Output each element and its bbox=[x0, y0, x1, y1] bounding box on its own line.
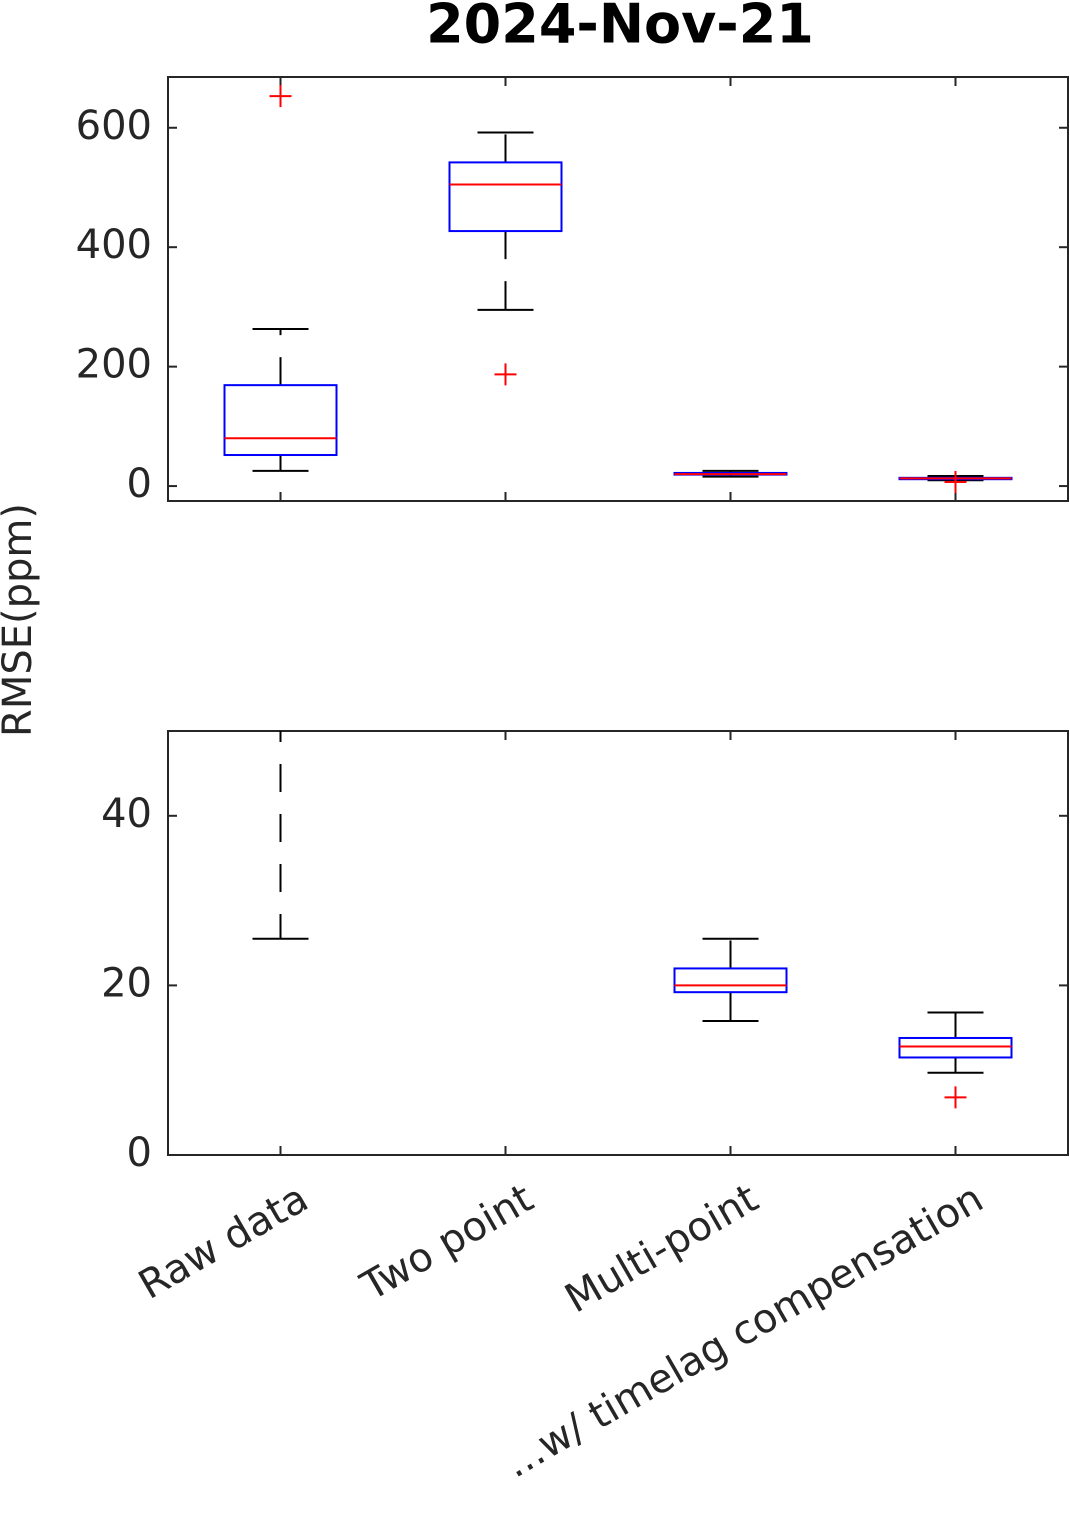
box bbox=[673, 967, 788, 994]
outlier bbox=[944, 471, 967, 494]
plot-area bbox=[167, 76, 1069, 502]
chart-title: 2024-Nov-21 bbox=[426, 0, 814, 56]
x-tick-label: Raw data bbox=[131, 1175, 316, 1308]
y-tick-label: 0 bbox=[127, 1130, 152, 1176]
y-tick-label: 0 bbox=[127, 461, 152, 507]
plot-area bbox=[167, 730, 1069, 1156]
y-tick-label: 600 bbox=[76, 103, 152, 149]
y-tick-label: 40 bbox=[101, 791, 152, 837]
x-tick-label: Multi-point bbox=[557, 1175, 766, 1322]
box bbox=[898, 1036, 1013, 1059]
x-tick-label: Two point bbox=[353, 1175, 541, 1310]
y-tick-label: 200 bbox=[76, 342, 152, 388]
axes: 0 200 400 600 bbox=[76, 76, 1069, 507]
y-tick-label: 400 bbox=[76, 222, 152, 268]
outlier bbox=[269, 85, 292, 108]
boxes bbox=[252, 731, 1013, 1109]
boxes bbox=[223, 85, 1013, 494]
y-tick-label: 20 bbox=[101, 960, 152, 1006]
outlier bbox=[944, 1086, 967, 1109]
box bbox=[448, 161, 563, 233]
box bbox=[223, 384, 338, 457]
y-axis-label: RMSE(ppm) bbox=[0, 503, 41, 737]
outlier bbox=[494, 363, 517, 386]
